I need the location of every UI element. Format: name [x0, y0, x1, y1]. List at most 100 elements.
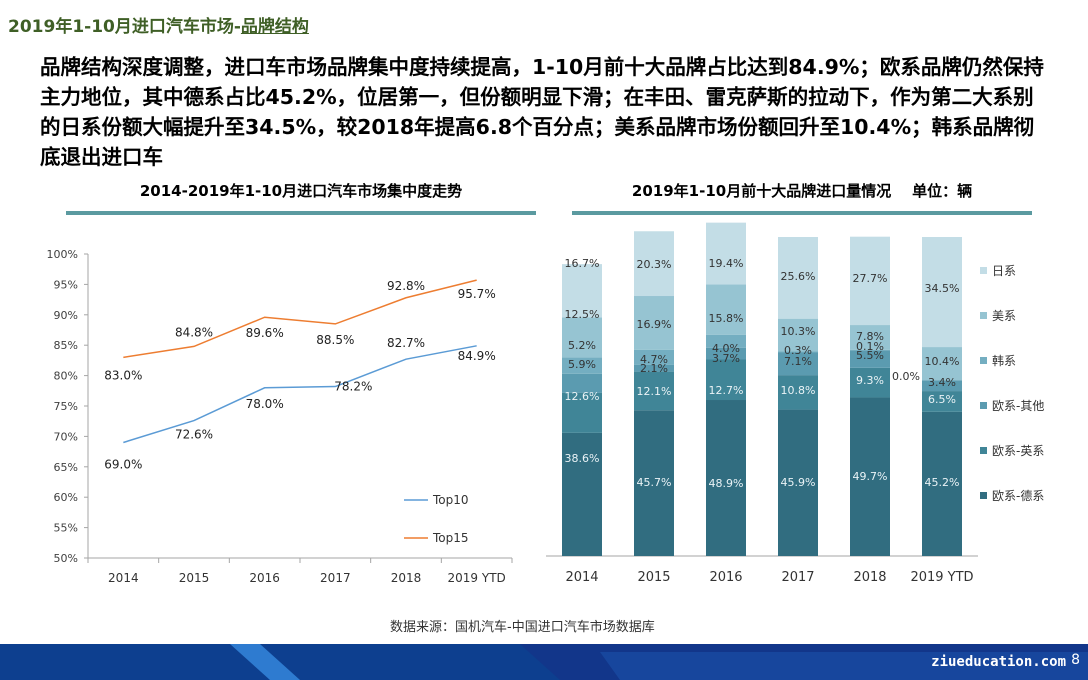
data-label: 6.5% — [928, 393, 956, 406]
bar-segment — [634, 349, 674, 365]
bar-segment — [562, 392, 602, 433]
legend-swatch — [980, 267, 987, 274]
y-tick-label: 80% — [54, 370, 78, 383]
data-label: 12.6% — [565, 390, 600, 403]
bar-segment — [778, 351, 818, 353]
data-label: 3.4% — [928, 376, 956, 389]
data-label: 0.3% — [784, 344, 812, 357]
data-label: 45.9% — [781, 476, 816, 489]
bar-segment — [778, 409, 818, 556]
bar-segment — [634, 364, 674, 372]
data-label: 78.0% — [246, 397, 284, 411]
data-label: 45.7% — [637, 476, 672, 489]
bar-segment — [922, 391, 962, 412]
data-label: 38.6% — [565, 452, 600, 465]
slide-title: 2019年1-10月进口汽车市场-品牌结构 — [8, 12, 309, 37]
data-label: 5.5% — [856, 349, 884, 362]
bar-segment — [562, 432, 602, 556]
right-divider — [572, 211, 1032, 215]
legend-label: 韩系 — [992, 353, 1016, 368]
data-label: 10.3% — [781, 325, 816, 338]
summary-text: 品牌结构深度调整，进口车市场品牌集中度持续提高，1-10月前十大品牌占比达到84… — [40, 55, 1044, 169]
y-tick-label: 95% — [54, 278, 78, 291]
x-tick-label: 2018 — [391, 571, 422, 585]
bar-segment — [706, 359, 746, 401]
legend-swatch — [980, 402, 987, 409]
legend-swatch — [980, 357, 987, 364]
data-label: 7.1% — [784, 355, 812, 368]
data-label: 9.3% — [856, 374, 884, 387]
legend-label: 日系 — [992, 264, 1016, 278]
bar-segment — [634, 231, 674, 297]
series-line-top15 — [123, 279, 477, 359]
data-label: 10.4% — [925, 355, 960, 368]
legend-label: 欧系-其他 — [992, 399, 1044, 413]
data-label: 5.9% — [568, 358, 596, 371]
data-label: 19.4% — [709, 257, 744, 270]
legend-label: 美系 — [992, 309, 1016, 323]
data-label: 45.2% — [925, 476, 960, 489]
x-tick-label: 2014 — [565, 570, 598, 585]
x-tick-label: 2015 — [637, 570, 670, 585]
data-label: 0.0% — [892, 370, 920, 383]
bar-segment — [778, 318, 818, 352]
data-label: 82.7% — [387, 336, 425, 350]
bar-segment — [562, 373, 602, 393]
data-label: 5.2% — [568, 339, 596, 352]
bar-segment — [634, 296, 674, 350]
data-label: 69.0% — [104, 457, 142, 471]
bar-segment — [562, 264, 602, 318]
page-number: 8 — [1071, 652, 1080, 668]
legend-swatch — [980, 447, 987, 454]
footer-site: ziueducation.com — [931, 654, 1066, 670]
right-chart-title: 2019年1-10月前十大品牌进口量情况 单位：辆 — [631, 182, 973, 200]
slide-title-prefix: 2019年1-10月进口汽车市场- — [8, 17, 241, 37]
data-label: 4.0% — [712, 342, 740, 355]
x-tick-label: 2015 — [179, 571, 210, 585]
bar-segment — [922, 380, 962, 392]
data-label: 84.9% — [458, 349, 496, 363]
x-tick-label: 2018 — [853, 570, 886, 585]
legend-label: Top10 — [432, 493, 469, 507]
y-tick-label: 85% — [54, 339, 78, 352]
bar-segment — [706, 347, 746, 360]
bar-segment — [922, 237, 962, 348]
data-label: 12.5% — [565, 308, 600, 321]
y-tick-label: 75% — [54, 400, 78, 413]
bar-segment — [706, 400, 746, 556]
bar-segment — [922, 347, 962, 381]
x-tick-label: 2019 YTD — [910, 570, 973, 585]
series-line-top10 — [123, 345, 477, 444]
y-tick-label: 65% — [54, 461, 78, 474]
x-tick-label: 2019 YTD — [448, 571, 506, 585]
x-tick-label: 2016 — [709, 570, 742, 585]
data-label: 83.0% — [104, 368, 142, 382]
bar-segment — [778, 375, 818, 410]
data-label: 4.7% — [640, 353, 668, 366]
bar-segment — [562, 317, 602, 358]
data-label: 92.8% — [387, 279, 425, 293]
data-label: 0.1% — [856, 340, 884, 353]
data-label: 95.7% — [458, 287, 496, 301]
data-label: 10.8% — [781, 384, 816, 397]
x-tick-label: 2016 — [249, 571, 280, 585]
data-label: 2.1% — [640, 362, 668, 375]
left-divider — [66, 211, 536, 215]
y-tick-label: 90% — [54, 309, 78, 322]
data-label: 12.1% — [637, 385, 672, 398]
x-tick-label: 2017 — [320, 571, 351, 585]
legend-swatch — [980, 492, 987, 499]
slide-title-highlight: 品牌结构 — [240, 17, 309, 37]
x-tick-label: 2017 — [781, 570, 814, 585]
bar-segment — [706, 334, 746, 348]
bar-segment — [850, 325, 890, 350]
data-source: 数据来源：国机汽车-中国进口汽车市场数据库 — [390, 620, 655, 635]
y-tick-label: 60% — [54, 491, 78, 504]
y-tick-label: 50% — [54, 552, 78, 565]
left-chart-title: 2014-2019年1-10月进口汽车市场集中度走势 — [139, 182, 463, 200]
data-label: 25.6% — [781, 270, 816, 283]
data-label: 16.9% — [637, 318, 672, 331]
bar-segment — [706, 222, 746, 285]
